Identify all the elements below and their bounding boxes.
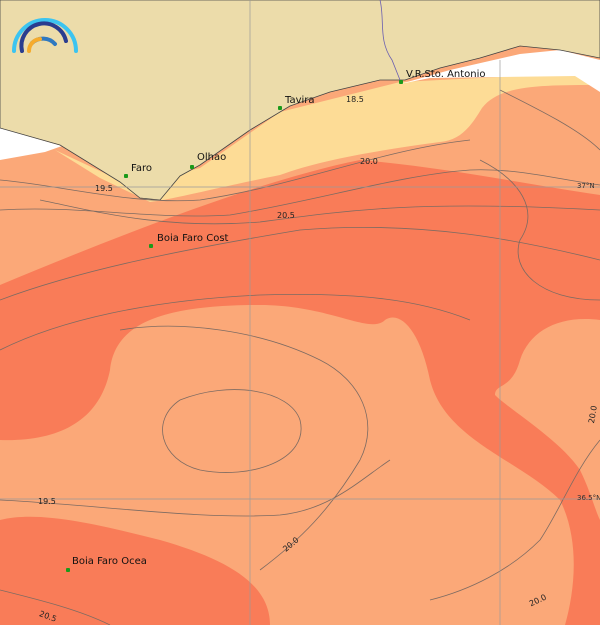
land <box>0 0 600 201</box>
no-data-west <box>0 128 62 160</box>
sea-mid-central-blob <box>0 305 574 625</box>
grid-label-36-5n: 36.5°N <box>577 494 600 502</box>
station-marker-boia-faro-cost[interactable] <box>149 244 153 248</box>
contour-label: 19.5 <box>38 497 56 506</box>
contour-label: 18.5 <box>346 95 364 104</box>
river <box>379 0 401 81</box>
station-marker-boia-faro-ocea[interactable] <box>66 568 70 572</box>
contour-label: 20.5 <box>277 211 295 220</box>
contour-label: 19.5 <box>95 184 113 193</box>
station-marker-vr-sto-antonio[interactable] <box>399 80 403 84</box>
sea-mid-east-blob <box>495 319 600 520</box>
station-marker-olhao[interactable] <box>190 165 194 169</box>
station-label-faro: Faro <box>131 163 152 174</box>
contour-lines <box>0 89 600 625</box>
sea-cool-zone <box>55 72 600 202</box>
station-marker-faro[interactable] <box>124 174 128 178</box>
station-label-boia-faro-ocea: Boia Faro Ocea <box>72 556 147 567</box>
rainbow-arcs-logo <box>12 18 78 53</box>
grid-label-37n: 37°N <box>577 182 595 190</box>
station-marker-tavira[interactable] <box>278 106 282 110</box>
station-label-tavira: Tavira <box>285 95 315 106</box>
contour-label: 20.0 <box>360 157 378 166</box>
station-label-vr-sto-antonio: V.R.Sto. Antonio <box>406 69 486 80</box>
station-label-boia-faro-cost: Boia Faro Cost <box>157 233 229 244</box>
station-label-olhao: Olhao <box>197 152 227 163</box>
